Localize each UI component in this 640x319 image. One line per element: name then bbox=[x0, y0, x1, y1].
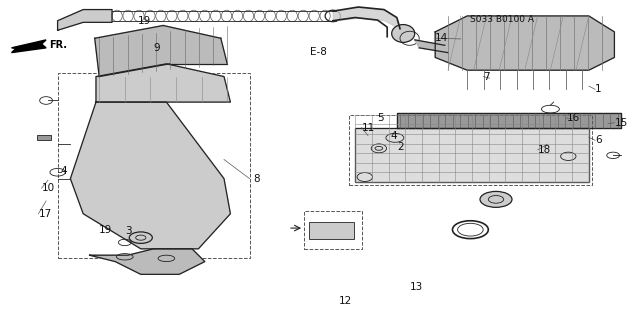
Polygon shape bbox=[397, 113, 621, 128]
Polygon shape bbox=[435, 16, 614, 70]
Bar bbox=[309, 222, 354, 239]
Polygon shape bbox=[355, 128, 589, 182]
Bar bbox=[58, 73, 250, 258]
Text: 13: 13 bbox=[410, 282, 423, 292]
Bar bbox=[349, 115, 592, 185]
Text: 4: 4 bbox=[390, 130, 397, 141]
Text: 17: 17 bbox=[38, 209, 52, 219]
Text: 16: 16 bbox=[566, 113, 580, 123]
Polygon shape bbox=[58, 10, 112, 30]
Text: E-8: E-8 bbox=[310, 47, 327, 57]
Text: 2: 2 bbox=[397, 142, 403, 152]
Text: 12: 12 bbox=[339, 296, 353, 307]
Text: 18: 18 bbox=[538, 145, 551, 155]
Text: S033 B0100 A: S033 B0100 A bbox=[470, 15, 534, 24]
Bar bbox=[355, 128, 589, 182]
Text: FR.: FR. bbox=[49, 40, 67, 50]
Text: 4: 4 bbox=[61, 166, 67, 176]
Text: 9: 9 bbox=[154, 43, 160, 53]
Polygon shape bbox=[96, 64, 230, 102]
Polygon shape bbox=[95, 26, 227, 77]
Text: 19: 19 bbox=[138, 16, 151, 26]
Text: 15: 15 bbox=[614, 118, 628, 128]
Text: 3: 3 bbox=[125, 226, 131, 236]
Bar bbox=[304, 211, 362, 249]
Text: 8: 8 bbox=[253, 174, 259, 184]
Text: 1: 1 bbox=[595, 84, 602, 94]
Polygon shape bbox=[12, 40, 46, 53]
Polygon shape bbox=[415, 40, 448, 53]
Text: 11: 11 bbox=[362, 122, 375, 133]
Ellipse shape bbox=[392, 25, 415, 42]
Text: 7: 7 bbox=[483, 71, 490, 82]
Text: 14: 14 bbox=[435, 33, 449, 43]
Text: 19: 19 bbox=[99, 225, 113, 235]
Polygon shape bbox=[70, 102, 230, 249]
Text: 5: 5 bbox=[378, 113, 384, 123]
Text: 10: 10 bbox=[42, 183, 55, 193]
Ellipse shape bbox=[480, 191, 512, 207]
Polygon shape bbox=[90, 249, 205, 274]
Text: 6: 6 bbox=[595, 135, 602, 145]
Bar bbox=[37, 135, 51, 140]
